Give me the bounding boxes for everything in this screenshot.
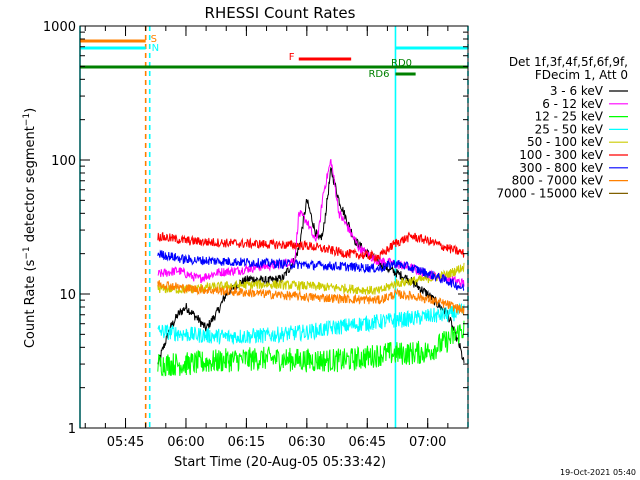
flag-label-s: S <box>151 34 157 45</box>
series-line-300-800-kev <box>157 249 465 292</box>
x-tick-label: 07:00 <box>409 435 446 450</box>
x-tick-label: 06:00 <box>167 435 204 450</box>
legend-label: 50 - 100 keV <box>527 135 604 149</box>
y-tick-label: 1 <box>68 422 76 437</box>
chart-title: RHESSI Count Rates <box>205 4 356 22</box>
legend-label: 6 - 12 keV <box>542 97 604 111</box>
flag-label-f: F <box>289 52 295 63</box>
legend-label: 3 - 6 keV <box>550 84 604 98</box>
x-tick-label: 06:15 <box>228 435 265 450</box>
legend-label: 800 - 7000 keV <box>512 174 604 188</box>
legend-header-line-1: Det 1f,3f,4f,5f,6f,9f, <box>509 55 628 69</box>
legend-label: 12 - 25 keV <box>535 110 604 124</box>
footer-timestamp: 19-Oct-2021 05:40 <box>560 468 636 477</box>
x-axis-title: Start Time (20-Aug-05 05:33:42) <box>174 455 386 470</box>
flag-label-rd0: RD0 <box>391 58 412 69</box>
legend-header-line-2: FDecim 1, Att 0 <box>535 68 628 82</box>
x-tick-label: 06:45 <box>349 435 386 450</box>
flag-label-n: N <box>152 43 159 54</box>
legend: Det 1f,3f,4f,5f,6f,9f, FDecim 1, Att 0 3… <box>496 55 628 200</box>
series-line-100-300-kev <box>157 231 465 263</box>
plot-area: SNNFRD0RD6 <box>79 26 469 428</box>
y-tick-label: 10 <box>59 288 76 303</box>
legend-label: 100 - 300 keV <box>519 148 603 162</box>
series-line-12-25-kev <box>157 320 465 377</box>
y-tick-label: 1000 <box>43 20 76 35</box>
series-line-25-50-kev <box>157 302 465 345</box>
legend-label: 7000 - 15000 keV <box>496 186 603 200</box>
series-line-800-7000-kev <box>157 280 465 315</box>
legend-label: 300 - 800 keV <box>519 161 603 175</box>
legend-label: 25 - 50 keV <box>535 122 604 136</box>
axes: 1 10 100 1000 05:45 06:00 06:15 06:30 06:45 07:00 <box>43 20 469 450</box>
plot-frame <box>79 25 469 429</box>
x-tick-label: 06:30 <box>288 435 325 450</box>
x-tick-label: 05:45 <box>107 435 144 450</box>
y-tick-label: 100 <box>51 154 76 169</box>
flag-label-rd6: RD6 <box>368 69 389 80</box>
y-axis-title: Count Rate (s−1 detector segment−1) <box>22 108 38 348</box>
